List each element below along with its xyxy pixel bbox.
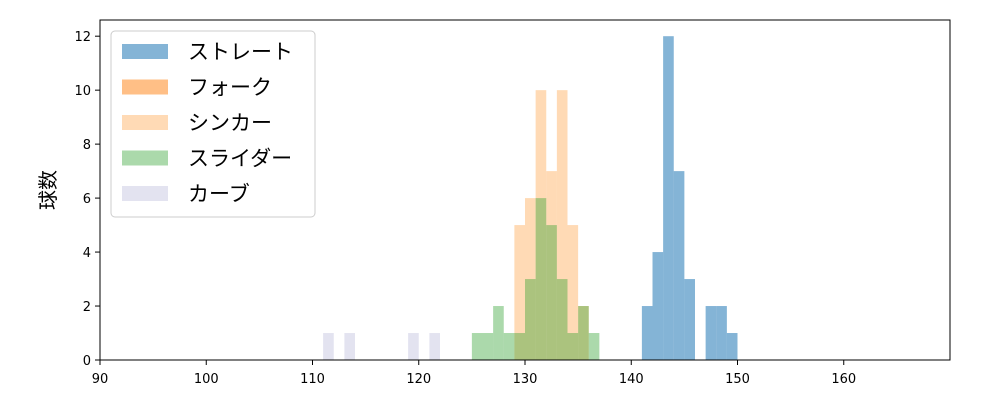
bar-series-3 [514, 333, 525, 360]
legend-swatch [122, 44, 168, 59]
bar-series-0 [705, 306, 717, 360]
bar-series-0 [716, 306, 727, 360]
bar-series-4 [323, 333, 334, 360]
bar-series-3 [503, 333, 515, 360]
bar-series-0 [684, 279, 695, 360]
bar-series-2 [567, 225, 579, 360]
bar-series-3 [493, 306, 504, 360]
legend-label: カーブ [188, 182, 250, 206]
legend-label: ストレート [188, 40, 293, 64]
x-tick-label: 130 [513, 372, 538, 387]
bar-series-4 [408, 333, 419, 360]
bar-series-2 [514, 225, 525, 360]
bar-series-2 [578, 306, 589, 360]
bar-series-3 [588, 333, 600, 360]
bar-series-3 [546, 225, 557, 360]
x-tick-label: 90 [92, 372, 109, 387]
legend-frame [110, 30, 316, 218]
x-tick-label: 150 [725, 372, 750, 387]
bar-series-3 [578, 306, 589, 360]
bar-series-2 [535, 90, 547, 361]
x-axis: 90 100 110 120 130 140 150 160 [92, 360, 856, 387]
bar-series-0 [726, 333, 738, 360]
bar-series-0 [652, 252, 664, 360]
y-axis-label: 球数 [36, 170, 60, 210]
bar-series-3 [471, 333, 483, 360]
legend-label: スライダー [188, 147, 292, 171]
bar-series-0 [673, 171, 685, 360]
bar-series-0 [663, 36, 674, 360]
y-tick-label: 0 [83, 354, 91, 369]
y-axis: 0 2 4 6 8 10 12 [74, 30, 100, 369]
bar-series-3 [482, 333, 494, 360]
bar-series-3 [556, 279, 568, 360]
y-tick-label: 4 [83, 246, 91, 261]
y-tick-label: 2 [83, 300, 91, 315]
legend-label: フォーク [188, 76, 272, 100]
bar-series-3 [535, 198, 547, 360]
y-tick-label: 6 [83, 192, 91, 207]
y-tick-label: 8 [83, 138, 91, 153]
legend-label: シンカー [188, 111, 272, 135]
legend-swatch [122, 186, 168, 201]
bar-series-2 [556, 90, 568, 361]
bar-series-4 [429, 333, 440, 360]
bar-series-2 [525, 198, 536, 360]
x-tick-label: 100 [194, 372, 219, 387]
legend-swatch [122, 79, 168, 95]
x-tick-label: 120 [406, 372, 431, 387]
bar-series-3 [525, 279, 536, 360]
y-tick-label: 12 [74, 30, 91, 45]
x-tick-label: 140 [619, 372, 644, 387]
bar-series-3 [567, 333, 579, 360]
bar-series-0 [641, 306, 653, 360]
bars-layer [323, 36, 738, 361]
bar-series-4 [344, 333, 355, 360]
bar-series-2 [546, 171, 557, 360]
legend-swatch [122, 115, 168, 130]
legend-swatch [122, 150, 168, 166]
x-tick-label: 160 [831, 372, 856, 387]
y-tick-label: 10 [74, 84, 91, 99]
x-tick-label: 110 [300, 372, 325, 387]
